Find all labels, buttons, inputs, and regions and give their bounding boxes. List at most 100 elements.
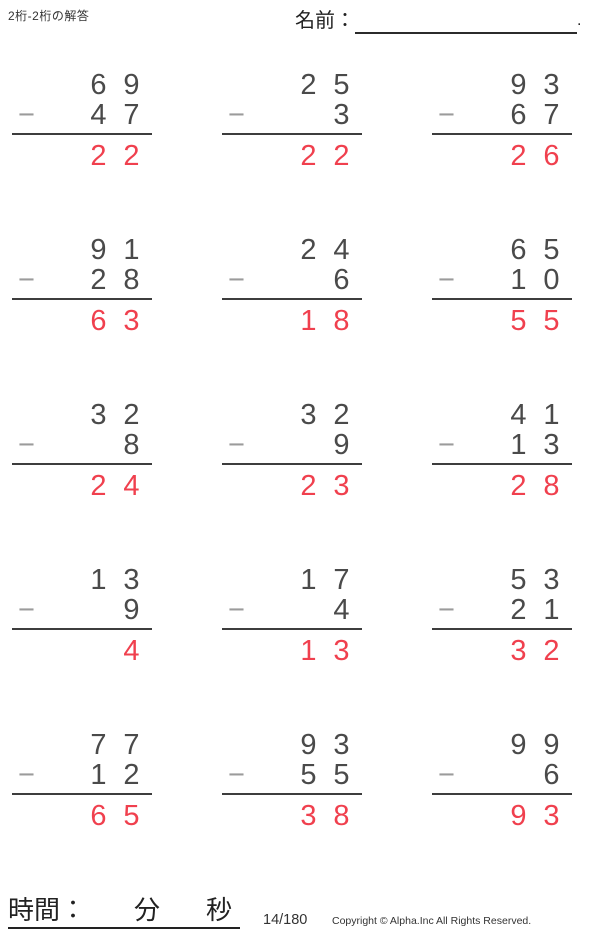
digit: 2 <box>300 234 317 266</box>
digit: 8 <box>123 429 140 461</box>
answer-line <box>222 628 362 630</box>
digit: 2 <box>510 594 527 626</box>
digit: 4 <box>123 635 140 667</box>
digit: 0 <box>543 264 560 296</box>
minus-sign: − <box>228 429 245 461</box>
copyright: Copyright © Alpha.Inc All Rights Reserve… <box>332 915 532 927</box>
answer-line <box>12 133 152 135</box>
digit: 4 <box>123 470 140 502</box>
digit: 1 <box>90 759 107 791</box>
answer-line <box>432 298 572 300</box>
digit: 7 <box>123 99 140 131</box>
digit: 9 <box>123 594 140 626</box>
digit: 9 <box>123 69 140 101</box>
minus-sign: − <box>438 759 455 791</box>
digit: 1 <box>300 635 317 667</box>
digit: 2 <box>300 470 317 502</box>
minus-sign: − <box>438 264 455 296</box>
minus-sign: − <box>228 594 245 626</box>
digit: 5 <box>123 800 140 832</box>
name-line-period: . <box>577 12 582 29</box>
digit: 9 <box>333 429 350 461</box>
digit: 6 <box>543 759 560 791</box>
digit: 1 <box>543 594 560 626</box>
subtrahend-row: − 4 <box>222 595 362 625</box>
minus-sign: − <box>228 759 245 791</box>
minus-sign: − <box>228 99 245 131</box>
worksheet-title: 2桁-2桁の解答 <box>8 9 90 23</box>
minus-sign: − <box>18 759 35 791</box>
subtrahend-row: − 3 <box>222 100 362 130</box>
answer-line <box>432 628 572 630</box>
digit: 7 <box>333 564 350 596</box>
minus-sign: − <box>18 264 35 296</box>
digit: 1 <box>300 305 317 337</box>
subtrahend: 4 <box>325 595 358 625</box>
digit: 5 <box>510 564 527 596</box>
digit: 1 <box>510 429 527 461</box>
digit: 5 <box>543 234 560 266</box>
minus-sign: − <box>438 429 455 461</box>
minus-sign: − <box>438 99 455 131</box>
digit: 2 <box>510 140 527 172</box>
subtrahend: 6 <box>535 760 568 790</box>
digit: 6 <box>510 234 527 266</box>
digit: 8 <box>333 305 350 337</box>
digit: 5 <box>543 305 560 337</box>
digit: 4 <box>333 594 350 626</box>
name-blank-line <box>355 8 577 34</box>
seconds-label: 秒 <box>206 895 233 925</box>
digit: 4 <box>510 399 527 431</box>
digit: 3 <box>543 429 560 461</box>
subtrahend-row: − 9 <box>222 430 362 460</box>
digit: 9 <box>543 729 560 761</box>
time-blank-line: 時間： 分 秒 <box>8 895 241 929</box>
digit: 3 <box>543 800 560 832</box>
digit: 8 <box>543 470 560 502</box>
digit: 1 <box>543 399 560 431</box>
digit: 9 <box>90 234 107 266</box>
digit: 3 <box>543 69 560 101</box>
digit: 2 <box>123 759 140 791</box>
digit: 2 <box>123 399 140 431</box>
answer-line <box>432 793 572 795</box>
digit: 2 <box>333 140 350 172</box>
digit: 3 <box>333 635 350 667</box>
minus-sign: − <box>18 429 35 461</box>
digit: 9 <box>510 800 527 832</box>
digit: 7 <box>123 729 140 761</box>
answer-line <box>222 793 362 795</box>
digit: 6 <box>90 69 107 101</box>
minus-sign: − <box>18 594 35 626</box>
digit: 7 <box>90 729 107 761</box>
digit: 5 <box>300 759 317 791</box>
